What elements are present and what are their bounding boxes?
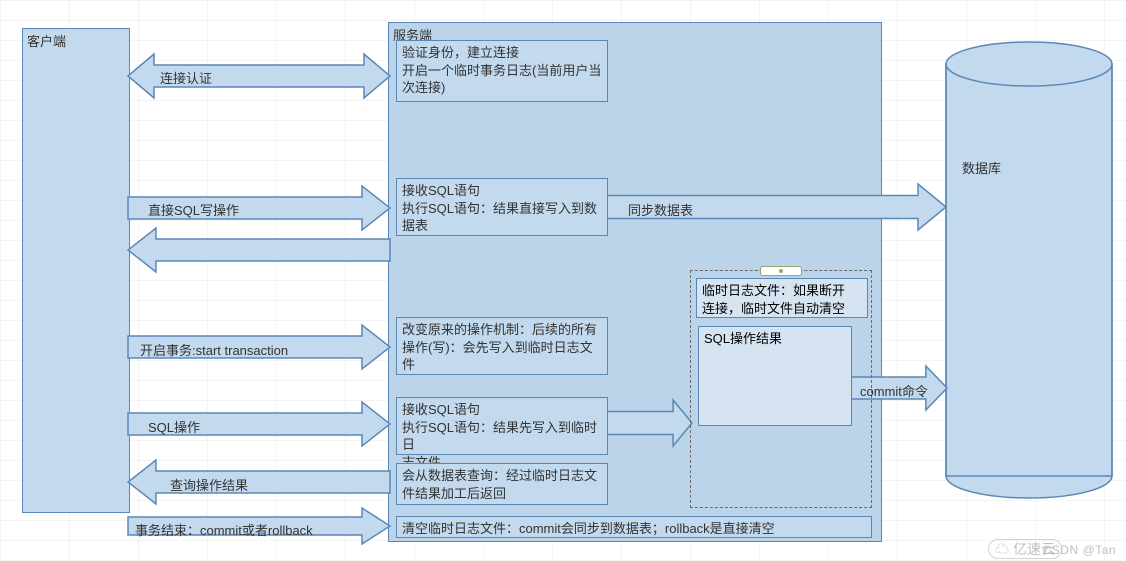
arrow-label-a_commit: commit命令 [860, 381, 928, 400]
arrow-label-a_end: 事务结束：commit或者rollback [135, 520, 313, 539]
arrow-label-a_qres: 查询操作结果 [170, 475, 248, 494]
temp-log-title: 临时日志文件：如果断开 连接，临时文件自动清空 [696, 278, 868, 318]
server-step-clear: 清空临时日志文件：commit会同步到数据表；rollback是直接清空 [396, 516, 872, 538]
arrow-a_qres [128, 460, 390, 504]
server-step-recv1: 接收SQL语句 执行SQL语句：结果直接写入到数 据表 [396, 178, 608, 236]
cloud-icon: ☁ [995, 541, 1009, 557]
client-container: 客户端 [22, 28, 130, 513]
sql-result-box: SQL操作结果 [698, 326, 852, 426]
server-step-auth: 验证身份，建立连接 开启一个临时事务日志(当前用户当 次连接) [396, 40, 608, 102]
watermark-brand: ☁ 亿速云 [988, 539, 1062, 559]
server-step-query: 会从数据表查询：经过临时日志文 件结果加工后返回 [396, 463, 608, 505]
database-title: 数据库 [962, 158, 1001, 177]
database-cylinder [944, 40, 1114, 500]
server-step-recv2: 接收SQL语句 执行SQL语句：结果先写入到临时日 志文件 [396, 397, 608, 455]
arrow-label-a_start: 开启事务:start transaction [140, 340, 288, 359]
arrow-label-a_sqlop: SQL操作 [148, 417, 200, 436]
server-step-change: 改变原来的操作机制：后续的所有 操作(写)：会先写入到临时日志文 件 [396, 317, 608, 375]
frame-handle-icon [760, 266, 802, 276]
arrow-label-a_auth: 连接认证 [160, 68, 212, 87]
arrow-label-a_sql1: 直接SQL写操作 [148, 200, 239, 219]
client-title: 客户端 [27, 31, 66, 50]
arrow-a_ret1 [128, 228, 390, 272]
arrow-label-a_sync: 同步数据表 [628, 200, 693, 219]
brand-text: 亿速云 [1013, 541, 1055, 557]
